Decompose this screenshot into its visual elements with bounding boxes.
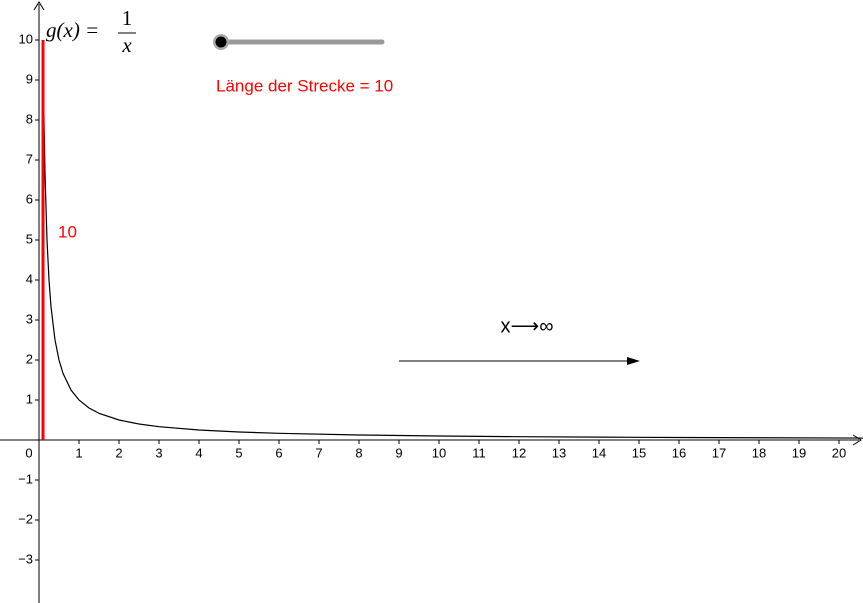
x-tick-label: 12 (512, 445, 526, 460)
x-tick-label: 13 (552, 445, 566, 460)
x-tick-label: 17 (712, 445, 726, 460)
x-tick-label: 1 (75, 445, 82, 460)
x-tick-label: 20 (832, 445, 846, 460)
function-graph (42, 39, 863, 439)
slider[interactable] (213, 34, 385, 50)
slider-knob[interactable] (215, 36, 227, 48)
x-tick-label: 9 (395, 445, 402, 460)
x-tick-label: 14 (592, 445, 606, 460)
x-axis-arrow (852, 434, 862, 446)
limit-label: x⟶∞ (501, 315, 554, 337)
y-tick-label: 9 (26, 71, 33, 86)
y-tick-label: 3 (26, 311, 33, 326)
y-tick-label: 4 (26, 271, 33, 286)
x-tick-label: 6 (275, 445, 282, 460)
y-tick-label: −2 (18, 511, 33, 526)
y-tick-label: −3 (18, 551, 33, 566)
y-tick-label: 2 (26, 351, 33, 366)
y-tick-label: 5 (26, 231, 33, 246)
y-tick-label: 8 (26, 111, 33, 126)
x-tick-label: 7 (315, 445, 322, 460)
x-tick-label: 10 (432, 445, 446, 460)
x-tick-label: 5 (235, 445, 242, 460)
x-tick-label: 11 (472, 445, 486, 460)
x-tick-label: 4 (195, 445, 202, 460)
x-tick-label: 18 (752, 445, 766, 460)
fraction-denominator: x (121, 33, 132, 57)
x-tick-label: 16 (672, 445, 686, 460)
segment-label: 10 (58, 222, 77, 241)
x-tick-label: 2 (115, 445, 122, 460)
x-tick-label: 3 (155, 445, 162, 460)
x-tick-label: 19 (792, 445, 806, 460)
y-tick-label: 10 (19, 31, 33, 46)
segment-caption: Länge der Strecke = 10 (216, 76, 393, 95)
x-tick-label: 15 (632, 445, 646, 460)
function-name: g(x) = (46, 18, 99, 42)
origin-label: 0 (25, 445, 32, 460)
y-axis-arrow (33, 1, 45, 11)
limit-arrowhead (627, 357, 640, 365)
y-tick-label: 6 (26, 191, 33, 206)
x-tick-label: 8 (355, 445, 362, 460)
y-tick-label: −1 (18, 471, 33, 486)
fraction-numerator: 1 (122, 6, 133, 30)
y-tick-label: 1 (26, 391, 33, 406)
y-tick-label: 7 (26, 151, 33, 166)
